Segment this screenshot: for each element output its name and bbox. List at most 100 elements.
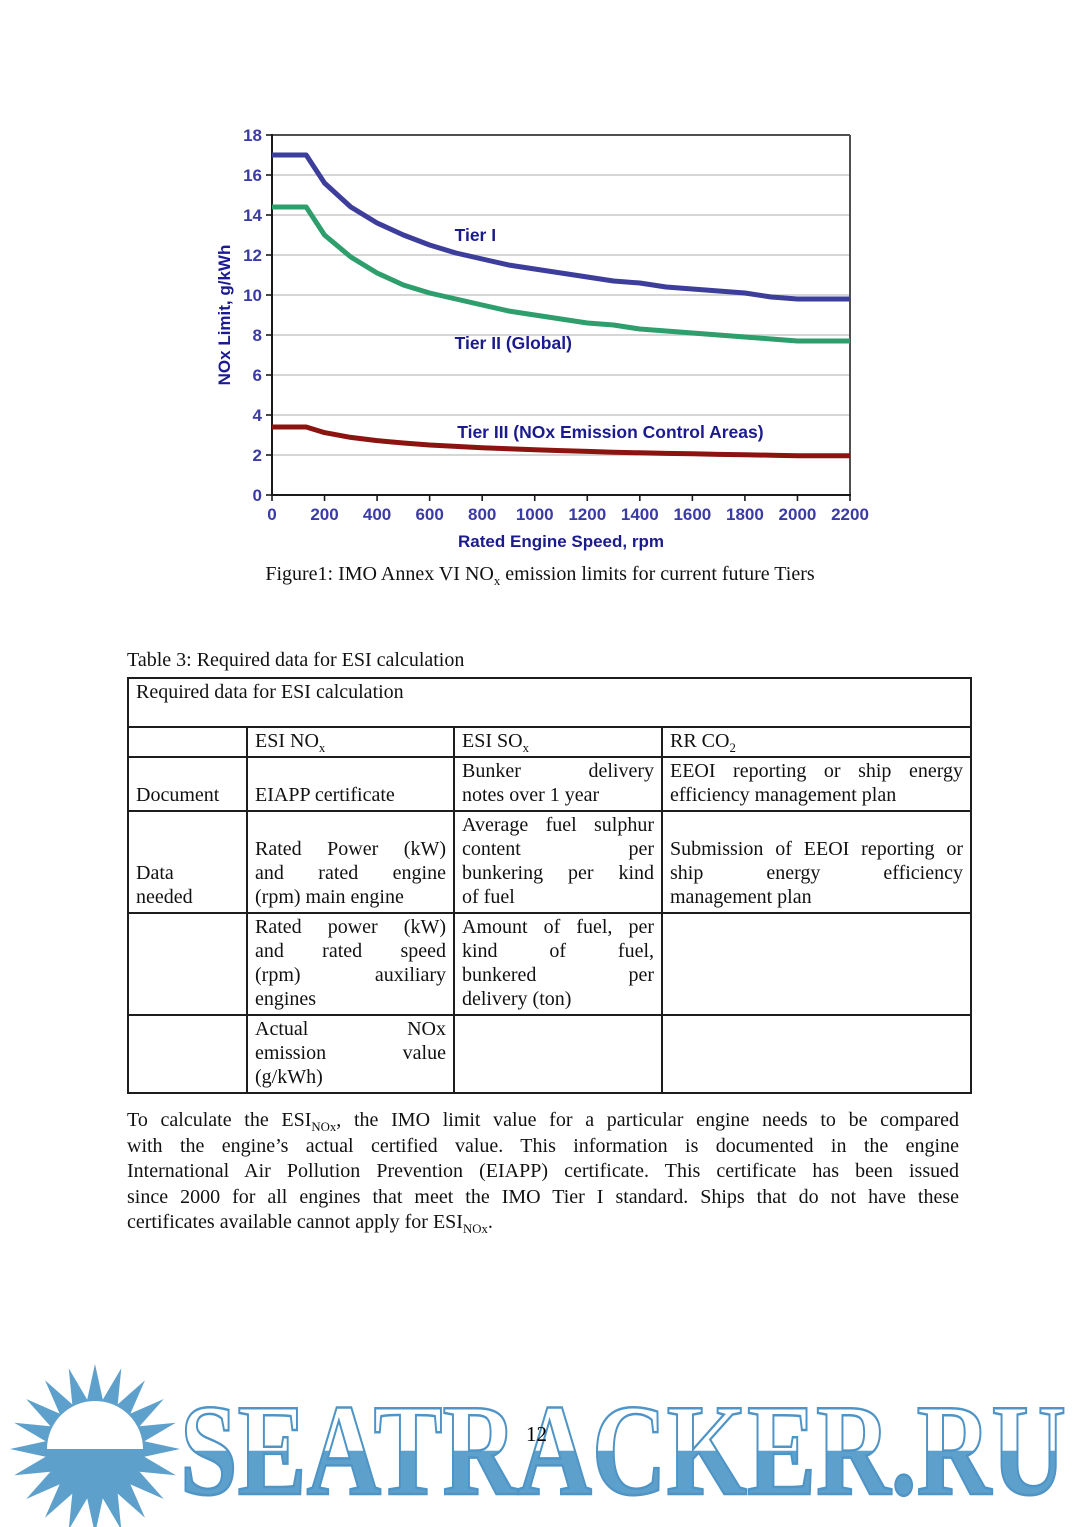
paragraph-line: with the engine’s actual certified value… [127, 1134, 959, 1157]
cell-line: needed [136, 886, 193, 908]
paragraph-line: To calculate the ESINOx, the IMO limit v… [127, 1108, 959, 1134]
cell-line: EIAPP certificate [255, 784, 395, 806]
x-tick-label: 1200 [568, 505, 606, 524]
cell-line: emission value [255, 1042, 446, 1064]
figure-caption-sub: x [493, 574, 501, 588]
cell-line: bunkered per [462, 964, 654, 986]
cell-line: engines [255, 988, 317, 1010]
y-tick-label: 4 [253, 406, 263, 425]
x-tick-label: 1800 [726, 505, 764, 524]
cell-line: Rated power (kW) [255, 916, 446, 938]
header-cell-esi-nox: ESI NOx [246, 726, 455, 758]
header-cell-rr-co2: RR CO2 [661, 726, 972, 758]
table-row: Document EIAPP certificate Bunker delive… [127, 756, 972, 812]
cell-line: management plan [670, 886, 812, 908]
table-cell: Amount of fuel, per kind of fuel, bunkered… [453, 912, 663, 1016]
y-tick-label: 8 [253, 326, 262, 345]
x-tick-label: 2200 [831, 505, 869, 524]
table-cell [661, 912, 972, 1016]
x-tick-label: 2000 [779, 505, 817, 524]
table-cell [453, 1014, 663, 1094]
series-line-tier-i [272, 152, 850, 302]
cell-line: (rpm) auxiliary [255, 964, 446, 986]
sun-icon [10, 1364, 180, 1527]
x-tick-label: 800 [468, 505, 496, 524]
cell-line: efficiency management plan [670, 784, 897, 806]
paragraph-line: since 2000 for all engines that meet the… [127, 1185, 959, 1208]
cell-line: EEOI reporting or ship energy [670, 760, 963, 782]
y-tick-label: 18 [243, 126, 262, 145]
table-header-row: ESI NOx ESI SOx RR CO2 [127, 726, 972, 758]
y-tick-label: 14 [243, 206, 262, 225]
series-line-tier-iii-nox-emission-control-areas [272, 424, 850, 459]
figure-caption: Figure1: IMO Annex VI NOx emission limit… [0, 561, 1080, 588]
x-tick-label: 200 [310, 505, 338, 524]
header-text: RR CO [670, 730, 730, 752]
cell-line: notes over 1 year [462, 784, 600, 806]
series-line-tier-ii-global [272, 204, 850, 344]
y-tick-label: 10 [243, 286, 262, 305]
table-cell [661, 1014, 972, 1094]
cell-line: of fuel [462, 886, 515, 908]
curve-label: Tier I [455, 225, 497, 245]
cell-line: kind of fuel, [462, 940, 654, 962]
cell-line: (g/kWh) [255, 1066, 323, 1088]
table-cell [127, 912, 248, 1016]
y-tick-label: 2 [253, 446, 262, 465]
cell-line: Rated Power (kW) [255, 838, 446, 860]
cell-line: Data [136, 862, 174, 884]
paragraph-line: International Air Pollution Prevention (… [127, 1160, 959, 1182]
paragraph-text: certificates available cannot apply for … [127, 1211, 463, 1233]
y-tick-label: 12 [243, 246, 262, 265]
table-title-cell: Required data for ESI calculation [127, 677, 972, 728]
table-cell: Rated Power (kW) and rated engine (rpm) ma… [246, 810, 455, 914]
cell-line: Bunker delivery [462, 760, 654, 782]
x-tick-label: 400 [363, 505, 391, 524]
table-cell: EEOI reporting or ship energy efficiency … [661, 756, 972, 812]
table-caption: Table 3: Required data for ESI calculati… [127, 649, 465, 671]
table-cell: Average fuel sulphur content per bunkering… [453, 810, 663, 914]
x-tick-label: 1400 [621, 505, 659, 524]
cell-line: Amount of fuel, per [462, 916, 654, 938]
paragraph-text: , the IMO limit value for a particular e… [336, 1109, 959, 1131]
cell-line: and rated engine [255, 862, 446, 884]
y-tick-label: 16 [243, 166, 262, 185]
table-cell: Data needed [127, 810, 248, 914]
cell-line: Average fuel sulphur [462, 814, 654, 836]
header-cell-blank [127, 726, 248, 758]
header-text: ESI NO [255, 730, 319, 752]
cell-line: Submission of EEOI reporting or [670, 838, 963, 860]
x-tick-label: 600 [415, 505, 443, 524]
table-row: Data needed Rated Power (kW) and rated eng… [127, 810, 972, 914]
cell-line: bunkering per kind [462, 862, 654, 884]
cell-line: content per [462, 838, 654, 860]
table-cell [127, 1014, 248, 1094]
y-tick-label: 0 [253, 486, 262, 505]
header-sub: x [522, 741, 529, 755]
curve-label: Tier III (NOx Emission Control Areas) [457, 422, 763, 442]
body-paragraph: To calculate the ESI NOx , the IMO limit v… [127, 1108, 959, 1236]
cell-line: and rated speed [255, 940, 446, 962]
watermark: SEATRACKER.RU [10, 1364, 1067, 1527]
esi-data-table: Required data for ESI calculation ESI NO… [127, 677, 972, 1094]
figure-caption-pre: Figure1: IMO Annex VI NO [265, 563, 494, 585]
cell-line: ship energy efficiency [670, 862, 963, 884]
header-text: ESI SO [462, 730, 523, 752]
x-tick-label: 1000 [516, 505, 554, 524]
sun-dome-highlight [47, 1401, 143, 1449]
paragraph-sub: NOx [462, 1222, 488, 1236]
table-cell: Submission of EEOI reporting or ship ener… [661, 810, 972, 914]
table-cell: EIAPP certificate [246, 756, 455, 812]
y-tick-label: 6 [253, 366, 262, 385]
y-axis-title: NOx Limit, g/kWh [215, 245, 234, 386]
watermark-text: SEATRACKER.RU [180, 1378, 1066, 1523]
header-sub: x [318, 741, 326, 755]
curve-label: Tier II (Global) [455, 333, 572, 353]
x-axis-title: Rated Engine Speed, rpm [458, 532, 664, 551]
table-row: Rated power (kW) and rated speed (rpm) aux… [127, 912, 972, 1016]
paragraph-text: To calculate the ESI [127, 1109, 312, 1131]
cell-line: Actual NOx [255, 1018, 446, 1040]
nox-limit-chart: 0 2 4 6 8 10 12 14 16 18 0 200 400 600 800 1000 1200 1400… [190, 118, 870, 566]
x-tick-label: 0 [267, 505, 276, 524]
